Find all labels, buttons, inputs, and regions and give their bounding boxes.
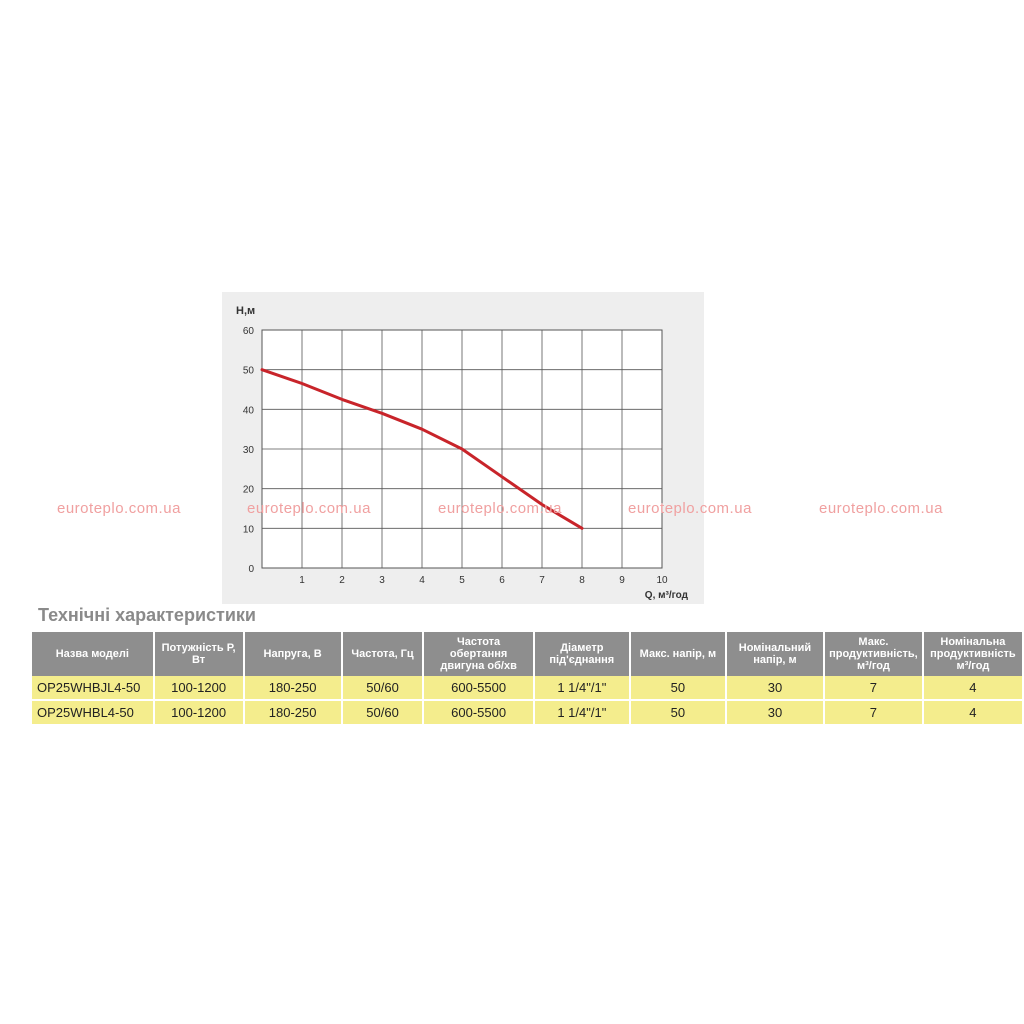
chart-panel: 0 10 20 30 40 50 60 1 2 3 4 5 6 7 8 9 10 H,м Q, м³/год — [222, 292, 704, 604]
y-tick-label: 30 — [243, 445, 255, 456]
model-name-cell: OP25WHBL4-50 — [32, 701, 153, 726]
watermark: euroteplo.com.ua — [628, 500, 752, 517]
x-axis-label: Q, м³/год — [645, 590, 689, 601]
y-tick-label: 60 — [243, 326, 255, 337]
x-tick-label: 8 — [579, 575, 585, 586]
table-cell: 100-1200 — [154, 676, 243, 701]
x-tick-label: 3 — [379, 575, 385, 586]
table-cell: 50 — [630, 701, 725, 726]
watermark: euroteplo.com.ua — [819, 500, 943, 517]
column-header: Потужність Р, Вт — [154, 632, 243, 676]
table-cell: 180-250 — [244, 676, 341, 701]
table-cell: 50/60 — [342, 676, 423, 701]
y-tick-label: 50 — [243, 366, 255, 377]
x-tick-label: 6 — [499, 575, 505, 586]
column-header: Макс. продуктивність, м³/год — [825, 632, 922, 676]
table-cell: 600-5500 — [424, 676, 533, 701]
column-header: Номінальний напір, м — [726, 632, 824, 676]
specs-title: Технічні характеристики — [38, 605, 256, 625]
x-tick-label: 9 — [619, 575, 625, 586]
head-flow-chart: 0 10 20 30 40 50 60 1 2 3 4 5 6 7 8 9 10 H,м Q, м³/год — [236, 305, 689, 601]
table-cell: 4 — [923, 701, 1022, 726]
column-header: Частота, Гц — [342, 632, 423, 676]
watermark: euroteplo.com.ua — [438, 500, 562, 517]
y-tick-label: 10 — [243, 524, 255, 535]
table-cell: 4 — [923, 676, 1022, 701]
series-line — [260, 368, 584, 530]
column-header: Частота обертання двигуна об/хв — [424, 632, 533, 676]
y-tick-label: 40 — [243, 405, 255, 416]
table-cell: 50 — [630, 676, 725, 701]
chart-grid — [261, 329, 663, 569]
table-cell: 7 — [825, 676, 922, 701]
column-header: Назва моделі — [32, 632, 153, 676]
column-header: Номінальна продуктивність м³/год — [923, 632, 1022, 676]
specs-table: Назва моделі Потужність Р, Вт Напруга, В… — [30, 632, 1024, 726]
table-cell: 100-1200 — [154, 701, 243, 726]
x-tick-label: 7 — [539, 575, 545, 586]
column-header: Діаметр під'єднання — [534, 632, 629, 676]
x-tick-label: 2 — [339, 575, 345, 586]
table-cell: 7 — [825, 701, 922, 726]
watermark: euroteplo.com.ua — [57, 500, 181, 517]
table-cell: 180-250 — [244, 701, 341, 726]
column-header: Макс. напір, м — [630, 632, 725, 676]
y-tick-labels: 0 10 20 30 40 50 60 — [243, 326, 255, 575]
table-row: OP25WHBJL4-50 100-1200 180-250 50/60 600… — [32, 676, 1022, 701]
table-cell: 600-5500 — [424, 701, 533, 726]
x-tick-label: 5 — [459, 575, 465, 586]
table-cell: 30 — [726, 676, 824, 701]
watermark: euroteplo.com.ua — [247, 500, 371, 517]
x-tick-labels: 1 2 3 4 5 6 7 8 9 10 — [299, 575, 668, 586]
table-cell: 1 1/4"/1" — [534, 676, 629, 701]
table-cell: 30 — [726, 701, 824, 726]
table-header-row: Назва моделі Потужність Р, Вт Напруга, В… — [32, 632, 1022, 676]
x-tick-label: 4 — [419, 575, 425, 586]
table-cell: 1 1/4"/1" — [534, 701, 629, 726]
table-cell: 50/60 — [342, 701, 423, 726]
y-axis-label: H,м — [236, 305, 255, 317]
x-tick-label: 1 — [299, 575, 305, 586]
chart-series — [260, 368, 584, 530]
y-tick-label: 0 — [248, 564, 254, 575]
y-tick-label: 20 — [243, 485, 255, 496]
model-name-cell: OP25WHBJL4-50 — [32, 676, 153, 701]
table-row: OP25WHBL4-50 100-1200 180-250 50/60 600-… — [32, 701, 1022, 726]
column-header: Напруга, В — [244, 632, 341, 676]
x-tick-label: 10 — [656, 575, 668, 586]
